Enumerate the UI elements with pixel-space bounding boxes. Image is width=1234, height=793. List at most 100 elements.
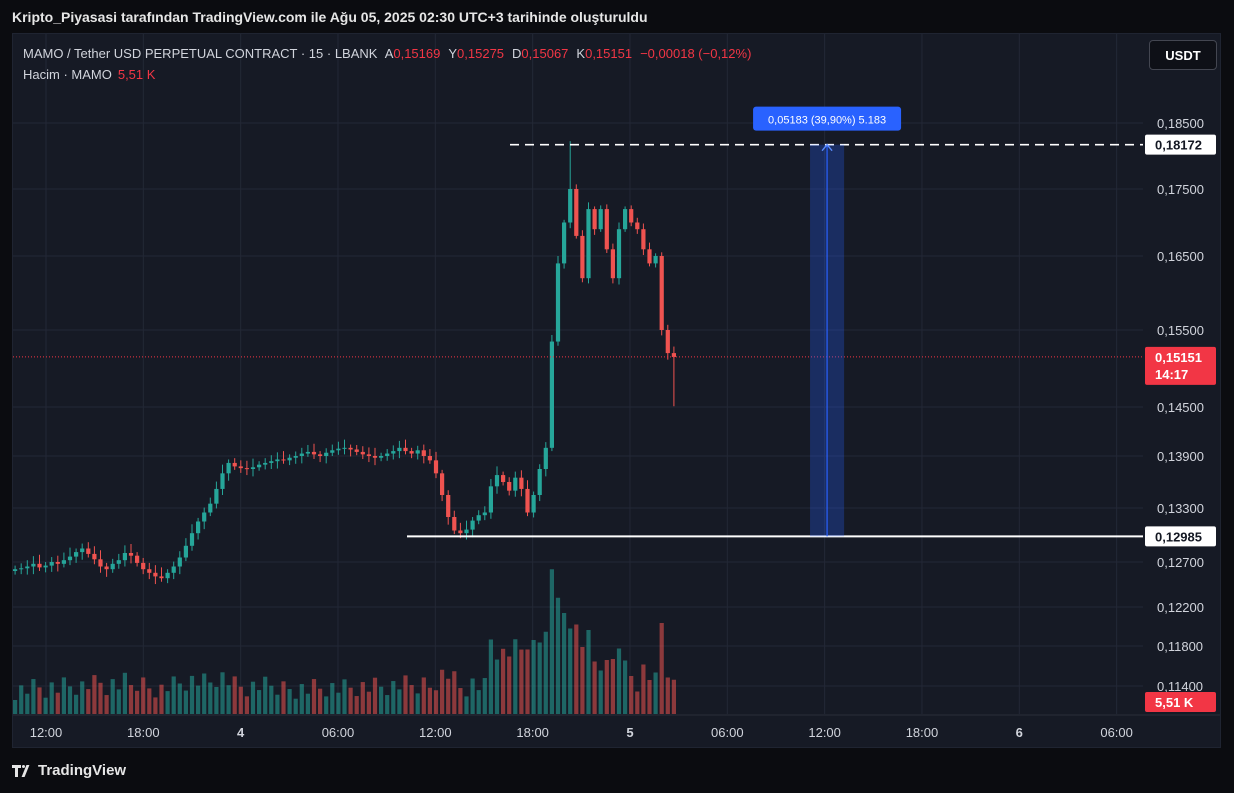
candle-body [458, 530, 463, 534]
volume-bar [19, 685, 24, 714]
candle-body [25, 566, 30, 569]
volume-bar [275, 694, 280, 714]
open-value: 0,15169 [393, 46, 441, 61]
candle-body [196, 521, 201, 534]
x-tick-label: 12:00 [30, 725, 63, 740]
volume-bar [153, 697, 158, 714]
candle-body [482, 512, 487, 516]
candle-body [147, 569, 152, 573]
symbol-name[interactable]: MAMO / Tether USD PERPETUAL CONTRACT · 1… [23, 46, 378, 61]
volume-bar [220, 672, 225, 714]
tradingview-brand[interactable]: TradingView [12, 762, 126, 779]
candle-body [629, 209, 634, 223]
volume-bar [360, 682, 365, 714]
candle-body [397, 447, 402, 452]
volume-bar [433, 690, 439, 714]
y-tick-label: 0,11400 [1157, 679, 1203, 694]
candle-body [574, 189, 579, 236]
chart-panel[interactable]: 0,05183 (39,90%) 5.183 0,18500 0,17500 0,16… [12, 33, 1221, 748]
candle-body [104, 566, 109, 570]
volume-bar [623, 660, 628, 714]
volume-bar [263, 676, 268, 714]
volume-bar [452, 671, 457, 714]
currency-button[interactable]: USDT [1149, 40, 1217, 70]
candle-body [159, 576, 164, 579]
y-tick-label: 0,13300 [1157, 501, 1204, 516]
candle-body [580, 235, 585, 279]
volume-bar [86, 689, 91, 714]
volume-bar [653, 672, 658, 714]
candle-body [385, 453, 390, 456]
volume-bar [165, 691, 170, 714]
volume-bar [269, 685, 274, 714]
high-line-label-box [1145, 134, 1216, 155]
volume-bar [238, 686, 243, 714]
measure-label: 0,05183 (39,90%) 5.183 [768, 115, 886, 127]
volume-bar [214, 686, 219, 714]
candle-body [415, 450, 420, 454]
volume-bar [250, 681, 256, 714]
volume-bar [122, 672, 127, 714]
candle-body [549, 341, 554, 448]
x-tick-label: 18:00 [516, 725, 549, 740]
high-label: Y [448, 46, 458, 61]
volume-bar [385, 695, 390, 714]
x-tick-label: 18:00 [127, 725, 160, 740]
candle-body [67, 556, 73, 561]
candle-body [299, 453, 304, 456]
volume-bar [159, 684, 164, 714]
candle-body [330, 450, 335, 453]
candle-body [153, 572, 158, 577]
high-value: 0,15275 [457, 46, 505, 61]
volume-bar [403, 675, 408, 714]
volume-bar [421, 677, 426, 714]
candle-body [598, 209, 603, 230]
candle-body [494, 475, 500, 487]
volume-bar [74, 694, 79, 714]
y-tick-label: 0,13900 [1157, 449, 1204, 464]
symbol-legend: MAMO / Tether USD PERPETUAL CONTRACT · 1… [23, 46, 751, 61]
candle-body [501, 475, 506, 482]
volume-bar [574, 624, 579, 714]
candle-body [311, 451, 317, 455]
volume-bar [92, 675, 97, 714]
volume-bar [311, 679, 317, 714]
candle-body [141, 562, 146, 570]
x-tick-label: 5 [626, 725, 633, 740]
candle-body [659, 256, 664, 330]
candle-body [269, 461, 274, 463]
volume-label[interactable]: Hacim · MAMO [23, 67, 112, 82]
volume-bar [409, 685, 414, 714]
volume-bar [299, 684, 304, 714]
candle-body [226, 462, 231, 474]
close-value: 0,15151 [585, 46, 633, 61]
volume-bar [501, 648, 506, 714]
volume-bar [25, 693, 30, 714]
volume-bar [525, 649, 530, 714]
volume-bar [427, 687, 432, 714]
volume-bar [470, 678, 475, 714]
volume-bar [232, 676, 237, 714]
candle-body [122, 553, 127, 561]
volume-bar [171, 676, 176, 714]
candle-body [635, 222, 640, 230]
volume-bar [494, 659, 500, 714]
volume-bar [513, 639, 518, 714]
volume-bar [659, 623, 664, 714]
volume-bar [464, 696, 469, 714]
volume-value: 5,51 K [117, 67, 156, 82]
volume-bar [287, 689, 292, 714]
volume-bar [635, 691, 640, 714]
candle-body [409, 451, 414, 454]
volume-bar [641, 664, 646, 714]
price-chart[interactable]: 0,05183 (39,90%) 5.183 0,18500 0,17500 0,16… [13, 34, 1221, 748]
y-tick-label: 0,16500 [1157, 249, 1204, 264]
volume-bar [366, 691, 371, 714]
x-tick-label: 12:00 [808, 725, 841, 740]
candle-body [275, 459, 280, 462]
candle-body [80, 548, 85, 553]
candle-body [641, 229, 646, 250]
candle-body [452, 517, 457, 531]
volume-bar [330, 683, 335, 714]
x-tick-label: 06:00 [322, 725, 355, 740]
